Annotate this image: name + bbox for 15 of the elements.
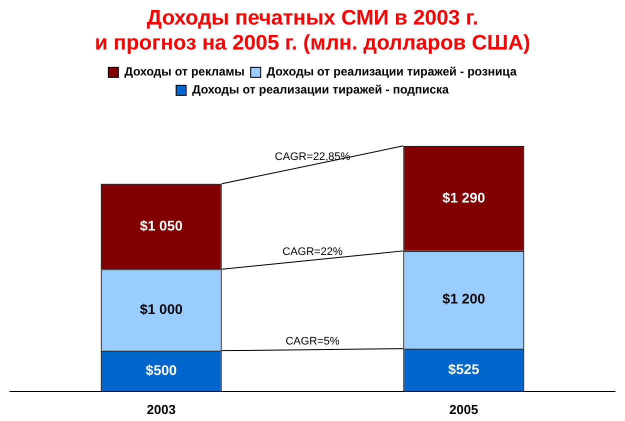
legend-label: Доходы от рекламы bbox=[124, 64, 245, 79]
legend-label: Доходы от реализации тиражей - подписка bbox=[192, 82, 450, 97]
data-label: $500 bbox=[146, 362, 178, 378]
x-tick-label: 2003 bbox=[146, 402, 176, 417]
x-tick-label: 2005 bbox=[449, 402, 478, 417]
chart-title: Доходы печатных СМИ в 2003 г. и прогноз на 2005 г. (млн. долларов США) bbox=[94, 6, 530, 55]
data-label: $1 050 bbox=[140, 217, 183, 234]
data-label: $525 bbox=[448, 360, 480, 377]
legend-label: Доходы от реализации тиражей - розница bbox=[266, 64, 517, 79]
annotation: CAGR=22,85% bbox=[274, 150, 350, 163]
data-label: $1 000 bbox=[140, 300, 183, 317]
annotation: CAGR=22% bbox=[282, 246, 343, 258]
data-label: $1 290 bbox=[442, 189, 486, 206]
annotation: CAGR=5% bbox=[285, 336, 340, 348]
data-label: $1 200 bbox=[442, 290, 486, 307]
